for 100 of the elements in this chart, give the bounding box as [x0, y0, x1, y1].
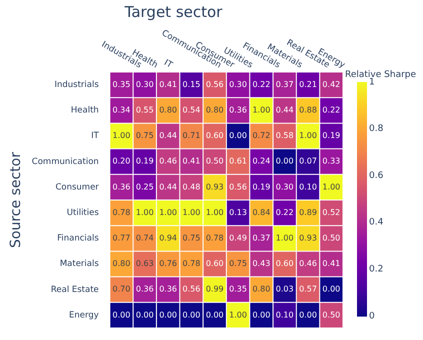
data-label: 0.35 — [229, 284, 247, 294]
data-label: 0.99 — [206, 284, 224, 294]
data-label: 0.74 — [136, 233, 154, 242]
data-label: 0.00 — [112, 310, 130, 320]
data-label: 0.80 — [159, 105, 178, 114]
data-label: 0.72 — [252, 131, 270, 140]
data-label: 0.00 — [276, 156, 294, 166]
data-label: 0.36 — [229, 105, 247, 114]
data-label: 0.88 — [299, 105, 317, 114]
data-label: 0.93 — [206, 182, 224, 192]
y-tick-label: Financials — [57, 234, 100, 244]
data-label: 0.61 — [229, 156, 247, 166]
data-label: 0.42 — [322, 80, 340, 89]
chart-title: Target sector — [124, 2, 224, 21]
data-label: 1.00 — [206, 208, 224, 217]
data-label: 0.41 — [182, 156, 200, 166]
data-label: 0.70 — [112, 284, 130, 294]
data-label: 0.44 — [276, 105, 294, 114]
data-label: 1.00 — [112, 131, 130, 140]
data-label: 0.35 — [112, 80, 130, 89]
color-bar-label: 0.6 — [369, 170, 384, 181]
data-label: 0.57 — [299, 284, 317, 294]
data-label: 0.60 — [206, 259, 224, 268]
data-label: 0.22 — [252, 80, 270, 89]
color-bar-label: 0 — [369, 311, 375, 322]
data-label: 0.54 — [182, 105, 200, 114]
data-label: 0.41 — [322, 259, 340, 268]
data-label: 0.58 — [276, 131, 294, 140]
data-label: 0.00 — [136, 310, 154, 320]
data-label: 0.46 — [299, 259, 317, 268]
data-label: 0.63 — [136, 259, 154, 268]
data-label: 0.56 — [229, 182, 247, 192]
data-label: 0.44 — [159, 131, 178, 140]
data-label: 0.24 — [252, 156, 270, 166]
data-label: 0.50 — [322, 310, 340, 320]
data-label: 0.71 — [182, 131, 200, 140]
data-label: 0.44 — [159, 182, 178, 192]
data-label: 0.80 — [206, 105, 224, 114]
data-label: 0.75 — [229, 259, 247, 268]
data-label: 0.93 — [299, 233, 317, 242]
color-bar-label: 0.8 — [369, 124, 384, 134]
data-label: 0.50 — [322, 233, 340, 242]
data-label: 1.00 — [252, 105, 270, 114]
data-label: 0.19 — [136, 156, 154, 166]
data-label: 0.78 — [206, 233, 224, 242]
data-label: 0.84 — [252, 208, 270, 217]
data-label: 0.30 — [136, 80, 154, 89]
data-label: 0.10 — [299, 182, 317, 192]
color-bar-label: 1 — [369, 77, 375, 88]
y-tick-label: Health — [70, 106, 99, 116]
data-label: 0.21 — [299, 80, 317, 89]
data-label: 1.00 — [276, 233, 294, 242]
y-tick-label: Utilities — [66, 208, 100, 218]
data-label: 1.00 — [229, 310, 247, 320]
y-axis-title: Source sector — [8, 152, 24, 248]
data-label: 0.60 — [276, 259, 294, 268]
data-label: 0.75 — [136, 131, 154, 140]
data-label: 0.34 — [112, 105, 130, 114]
y-tick-label: Consumer — [55, 182, 100, 192]
data-label: 0.00 — [229, 131, 247, 140]
data-label: 0.60 — [206, 131, 224, 140]
data-label: 0.00 — [159, 310, 178, 320]
data-label: 0.00 — [299, 310, 317, 320]
data-label: 0.10 — [276, 310, 294, 320]
data-label: 0.55 — [136, 105, 154, 114]
data-label: 0.37 — [276, 80, 294, 89]
data-label: 0.00 — [252, 310, 270, 320]
y-tick-label: Communication — [32, 156, 99, 167]
data-label: 0.25 — [136, 182, 154, 192]
data-label: 0.80 — [112, 259, 130, 268]
data-label: 0.78 — [182, 259, 200, 268]
y-tick-label: IT — [91, 131, 100, 142]
y-tick-label: Materials — [60, 259, 100, 270]
data-label: 0.19 — [252, 182, 270, 192]
data-label: 0.78 — [112, 208, 130, 217]
data-label: 0.46 — [159, 156, 178, 166]
data-label: 0.36 — [136, 284, 154, 294]
data-label: 0.77 — [112, 233, 130, 242]
data-label: 0.00 — [182, 310, 200, 320]
color-bar-label: 0.2 — [369, 264, 384, 275]
data-label: 0.56 — [206, 80, 224, 89]
data-label: 1.00 — [299, 131, 317, 140]
data-label: 0.37 — [252, 233, 270, 242]
data-label: 1.00 — [182, 208, 200, 217]
data-label: 0.80 — [252, 284, 270, 294]
data-label: 0.20 — [112, 156, 130, 166]
data-label: 0.30 — [229, 80, 247, 89]
data-label: 0.00 — [206, 310, 224, 320]
y-tick-label: Real Estate — [50, 284, 99, 295]
data-label: 0.30 — [276, 182, 294, 192]
data-label: 0.13 — [229, 208, 247, 217]
data-label: 0.19 — [322, 131, 340, 140]
data-label: 0.22 — [322, 105, 340, 114]
data-label: 0.15 — [182, 80, 200, 89]
data-label: 1.00 — [322, 182, 340, 192]
data-label: 0.75 — [182, 233, 200, 242]
data-label: 0.52 — [322, 208, 340, 217]
data-label: 0.50 — [206, 156, 224, 166]
color-bar-label: 0.4 — [369, 218, 384, 228]
data-label: 0.76 — [159, 259, 178, 268]
